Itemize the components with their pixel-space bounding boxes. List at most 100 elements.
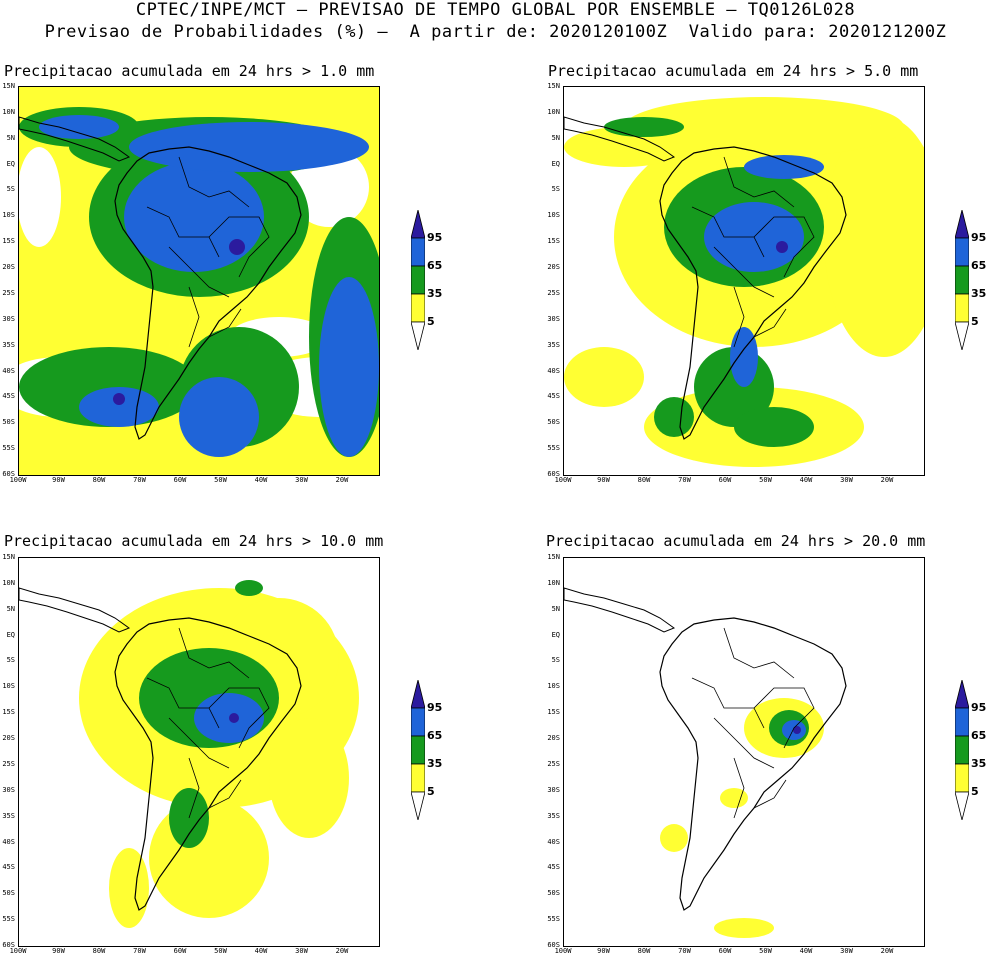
lat-tick-label: 40S (547, 366, 560, 375)
shading-c5 (824, 117, 924, 357)
lon-tick-label: 40W (799, 476, 813, 484)
lat-tick-label: 30S (547, 314, 560, 323)
lon-tick-label: 30W (295, 947, 308, 955)
colorbar-label: 5 (971, 315, 979, 328)
lon-tick-label: 30W (840, 476, 853, 484)
lat-tick-label: 5N (6, 133, 15, 142)
country-border (208, 779, 242, 809)
colorbar-label: 65 (971, 729, 987, 742)
lat-tick-label: 5S (551, 185, 560, 194)
country-border (146, 677, 220, 729)
header-line-1: CPTEC/INPE/MCT – PREVISAO DE TEMPO GLOBA… (135, 0, 856, 20)
shading-c95 (229, 713, 239, 723)
lat-tick-label: 25S (547, 288, 560, 297)
shading-c35 (734, 407, 814, 447)
panel-2-map (563, 86, 925, 476)
country-border (753, 216, 815, 278)
coastline-central-america (564, 587, 676, 633)
lat-tick-label: 5N (6, 604, 15, 613)
lat-tick-label: 20S (547, 263, 560, 272)
colorbar-segment (955, 265, 969, 295)
lon-tick-label: 80W (92, 476, 106, 484)
colorbar-segment (955, 735, 969, 765)
lat-tick-label: 35S (547, 340, 560, 349)
coastline-central-america (19, 116, 131, 162)
lat-tick-label: EQ (6, 630, 15, 639)
colorbar-segment (955, 680, 969, 709)
country-border (146, 206, 220, 258)
lat-tick-label: 55S (2, 444, 15, 453)
lat-tick-label: 15S (547, 708, 560, 717)
lat-tick-label: EQ (551, 630, 560, 639)
colorbar-segment (955, 293, 969, 323)
shading-c35 (235, 580, 263, 596)
colorbar-label: 5 (971, 785, 979, 798)
shading-c5 (269, 718, 349, 838)
colorbar-label: 35 (427, 757, 443, 770)
lat-tick-label: 15N (547, 553, 560, 561)
lon-tick-label: 60W (718, 947, 732, 955)
colorbar-segment (411, 707, 425, 737)
probability-field (19, 87, 379, 475)
colorbar-label: 95 (971, 701, 987, 714)
lat-tick-label: 60S (547, 470, 560, 478)
lon-tick-label: 100W (554, 947, 572, 955)
colorbar-segment (411, 265, 425, 295)
country-border (733, 757, 745, 819)
colorbar (955, 680, 969, 820)
country-border (753, 687, 815, 749)
shading-below (19, 147, 61, 247)
lat-tick-label: 35S (2, 811, 15, 820)
panel-1-title: Precipitacao acumulada em 24 hrs > 1.0 m… (4, 62, 375, 80)
lat-tick-label: 45S (2, 392, 15, 401)
country-border (691, 206, 765, 258)
probability-field (564, 97, 924, 467)
country-border (178, 627, 250, 679)
lon-tick-label: 60W (173, 947, 187, 955)
colorbar-segment (411, 210, 425, 239)
shading-c35 (654, 397, 694, 437)
lat-tick-label: 35S (2, 340, 15, 349)
lat-tick-label: 10N (547, 107, 560, 116)
lon-tick-label: 80W (637, 476, 651, 484)
lat-tick-label: 40S (2, 366, 15, 375)
lon-tick-label: 20W (880, 947, 894, 955)
shading-c5 (720, 788, 748, 808)
lon-tick-label: 60W (718, 476, 732, 484)
coastline-central-america (564, 116, 676, 162)
lat-tick-label: 45S (2, 863, 15, 872)
panel-3-title: Precipitacao acumulada em 24 hrs > 10.0 … (4, 532, 384, 550)
lat-tick-label: 25S (2, 288, 15, 297)
country-border (723, 627, 795, 679)
lat-tick-label: 10S (2, 211, 15, 220)
shading-c5 (624, 97, 904, 157)
colorbar-segment (411, 763, 425, 793)
lat-tick-label: 10N (2, 107, 15, 116)
coastline-south-america (659, 146, 847, 440)
shading-c65 (129, 122, 369, 172)
shading-c65 (39, 115, 119, 139)
country-border (188, 286, 200, 348)
country-border (168, 717, 230, 769)
colorbar-segment (955, 237, 969, 267)
lat-tick-label: 30S (2, 785, 15, 794)
shading-c95 (793, 726, 801, 734)
lon-tick-label: 40W (254, 476, 268, 484)
lon-tick-label: 70W (678, 947, 691, 955)
shading-c95 (776, 241, 788, 253)
lon-tick-label: 90W (597, 947, 610, 955)
lon-tick-label: 90W (52, 947, 65, 955)
colorbar-segment (411, 293, 425, 323)
lon-tick-label: 30W (295, 476, 308, 484)
lon-tick-label: 100W (9, 947, 27, 955)
lat-tick-label: 20S (2, 734, 15, 743)
colorbar (955, 210, 969, 350)
colorbar-label: 95 (427, 701, 443, 714)
lat-tick-label: 50S (547, 889, 560, 898)
shading-c65 (730, 327, 758, 387)
colorbar-label: 95 (971, 231, 987, 244)
lat-tick-label: 45S (547, 392, 560, 401)
panel-4-map (563, 557, 925, 947)
country-border (208, 687, 270, 749)
lat-tick-label: 10S (547, 682, 560, 691)
